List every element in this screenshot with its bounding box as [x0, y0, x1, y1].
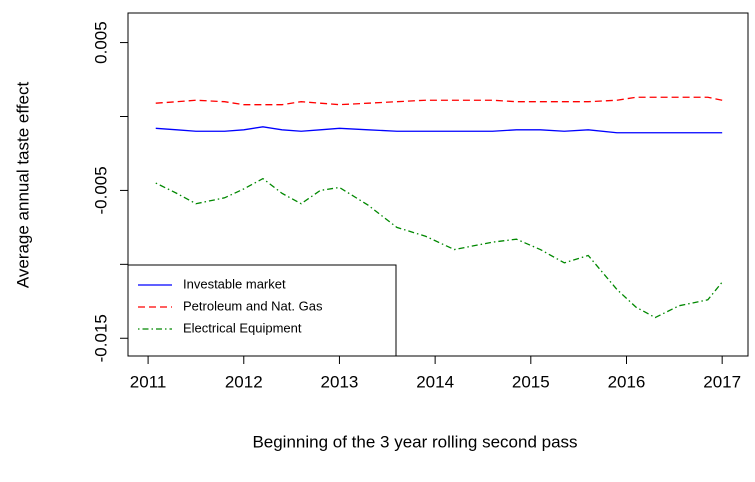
- y-tick-label: -0.005: [91, 166, 110, 214]
- legend-label: Investable market: [183, 276, 286, 291]
- x-tick-label: 2012: [225, 372, 263, 391]
- x-tick-label: 2016: [608, 372, 646, 391]
- series-line: [155, 126, 723, 134]
- x-tick-label: 2014: [416, 372, 454, 391]
- x-tick-label: 2017: [703, 372, 741, 391]
- legend-label: Electrical Equipment: [183, 320, 302, 335]
- legend-box: [127, 264, 397, 357]
- y-tick-label: 0.005: [91, 21, 110, 64]
- y-axis-label: Average annual taste effect: [13, 82, 32, 289]
- x-tick-label: 2011: [130, 372, 167, 391]
- y-tick-label: -0.015: [91, 314, 110, 362]
- legend-label: Petroleum and Nat. Gas: [183, 298, 323, 313]
- x-tick-label: 2013: [321, 372, 359, 391]
- x-axis-label: Beginning of the 3 year rolling second p…: [252, 432, 577, 451]
- x-tick-label: 2015: [512, 372, 550, 391]
- series-line: [155, 177, 723, 319]
- series-line: [155, 96, 723, 106]
